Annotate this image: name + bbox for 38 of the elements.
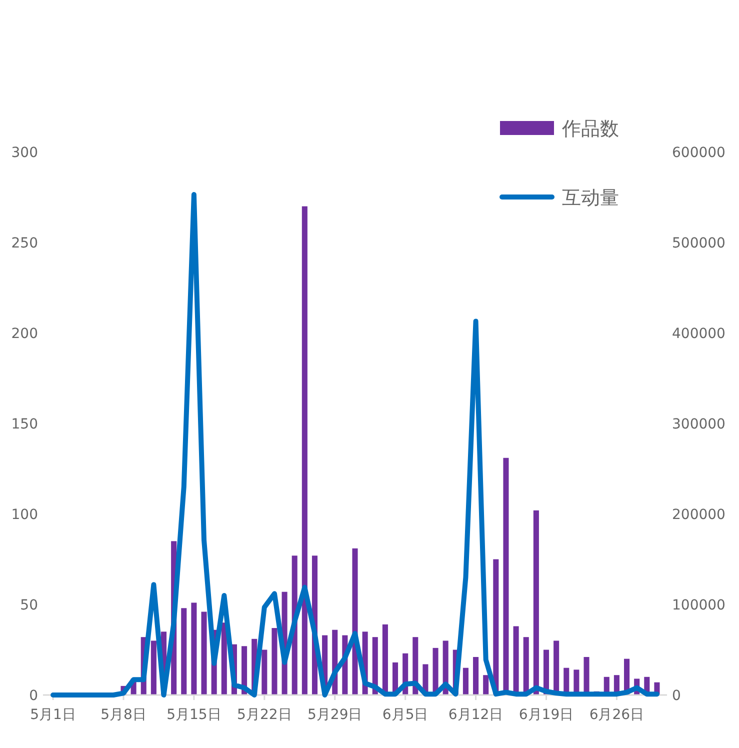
bar <box>272 628 278 695</box>
x-tick-label: 5月1日 <box>30 707 76 723</box>
y2-tick-label: 600000 <box>672 145 726 161</box>
bar <box>181 608 187 695</box>
x-tick-label: 5月29日 <box>308 707 362 723</box>
x-tick-label: 6月12日 <box>448 707 504 723</box>
y-tick-label: 250 <box>11 236 38 252</box>
y2-tick-label: 0 <box>672 688 681 704</box>
x-tick-label: 6月19日 <box>518 707 574 723</box>
y2-tick-label: 400000 <box>672 326 726 342</box>
bar <box>150 640 156 695</box>
y-tick-label: 100 <box>11 507 38 523</box>
x-tick-label: 5月22日 <box>237 707 292 723</box>
y-tick-label: 300 <box>11 145 38 161</box>
y2-tick-label: 100000 <box>672 598 726 614</box>
y-tick-label: 50 <box>20 598 38 614</box>
bar <box>473 656 479 695</box>
bar <box>262 650 268 695</box>
bar <box>493 559 499 695</box>
y2-tick-label: 200000 <box>672 507 726 523</box>
bar <box>302 206 308 695</box>
bar <box>483 675 489 695</box>
y-tick-label: 150 <box>11 416 38 432</box>
legend-label: 作品数 <box>561 118 619 140</box>
x-tick-label: 5月15日 <box>166 707 222 723</box>
x-tick-label: 6月26日 <box>589 707 644 723</box>
y2-tick-label: 300000 <box>672 416 726 432</box>
legend-label: 互动量 <box>562 187 619 209</box>
bar <box>462 668 468 695</box>
y2-tick-label: 500000 <box>672 236 726 252</box>
y-tick-label: 200 <box>11 326 38 342</box>
x-tick-label: 5月8日 <box>100 707 146 723</box>
bar <box>221 622 227 695</box>
bar <box>191 602 197 695</box>
x-tick-label: 6月5日 <box>382 707 428 723</box>
y-tick-label: 0 <box>29 688 38 704</box>
bar <box>533 510 539 695</box>
bar <box>201 612 207 695</box>
